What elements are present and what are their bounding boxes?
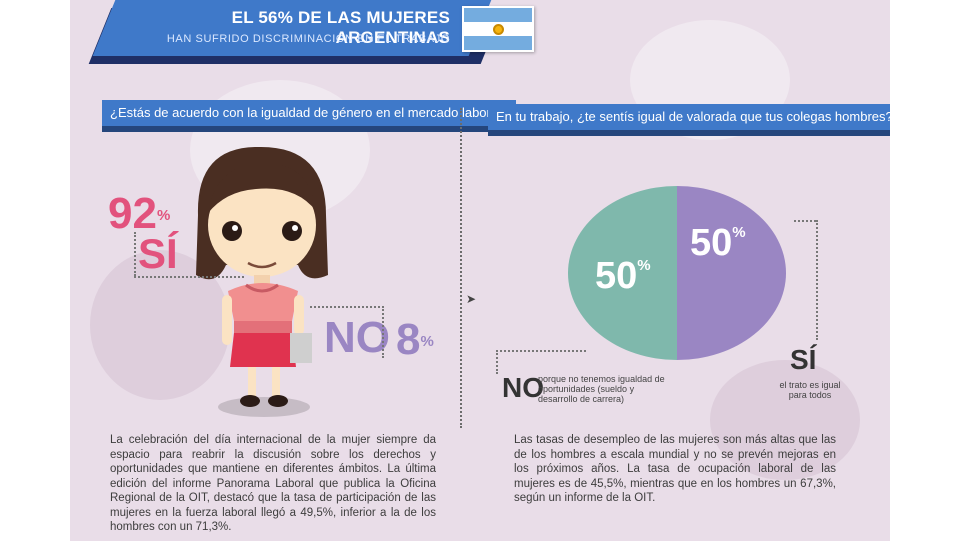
pie-chart bbox=[568, 186, 786, 360]
right-question: En tu trabajo, ¿te sentís igual de valor… bbox=[488, 104, 890, 136]
section-divider bbox=[460, 108, 462, 428]
pie-yes-description: el trato es igual para todos bbox=[779, 380, 841, 400]
page-title: EL 56% DE LAS MUJERES ARGENTINAS bbox=[231, 8, 450, 47]
percent-sign: % bbox=[637, 257, 651, 274]
no-connector bbox=[382, 306, 384, 358]
yes-value: 92 bbox=[108, 189, 157, 238]
pie-value-no: 50 bbox=[595, 255, 638, 297]
pie-label-no: 50% bbox=[595, 255, 651, 298]
yes-label: SÍ bbox=[138, 230, 178, 277]
pie-slice-yes bbox=[677, 186, 786, 360]
yes-connector bbox=[134, 232, 174, 276]
pie-yes-connector-vertical bbox=[816, 220, 818, 340]
pie-yes-connector bbox=[794, 220, 816, 222]
pie-no-label: NO bbox=[502, 372, 544, 403]
background-texture bbox=[710, 360, 860, 480]
right-paragraph: Las tasas de desempleo de las mujeres so… bbox=[514, 434, 836, 504]
percent-sign: % bbox=[732, 224, 746, 241]
arrow-right-icon: ➤ bbox=[466, 292, 477, 306]
yes-connector-line bbox=[134, 276, 244, 278]
left-question: ¿Estás de acuerdo con la igualdad de gén… bbox=[102, 100, 517, 132]
infographic-canvas: EL 56% DE LAS MUJERES ARGENTINAS HAN SUF… bbox=[70, 0, 890, 541]
argentina-flag-icon bbox=[462, 6, 534, 52]
pie-no-description: porque no tenemos igualdad de oportunida… bbox=[538, 374, 665, 404]
no-value: 8 bbox=[396, 315, 421, 364]
pie-no-connector-vertical bbox=[496, 350, 498, 374]
pie-slice-no bbox=[568, 186, 677, 360]
left-paragraph: La celebración del día internacional de … bbox=[110, 434, 436, 533]
percent-sign: % bbox=[156, 207, 171, 224]
pie-label-yes: 50% bbox=[690, 222, 746, 265]
no-connector-line bbox=[310, 306, 380, 308]
pie-value-yes: 50 bbox=[690, 222, 733, 264]
no-label: NO bbox=[324, 313, 390, 362]
no-percentage: 8% bbox=[396, 318, 434, 362]
percent-sign: % bbox=[420, 333, 434, 350]
yes-percentage: 92% bbox=[108, 192, 170, 236]
pie-no-connector bbox=[496, 350, 586, 352]
girl-illustration-icon bbox=[196, 146, 328, 417]
page-subtitle: HAN SUFRIDO DISCRIMINACIÓN EN EL TRABAJO bbox=[166, 33, 450, 45]
pie-yes-label: SÍ bbox=[790, 344, 817, 375]
